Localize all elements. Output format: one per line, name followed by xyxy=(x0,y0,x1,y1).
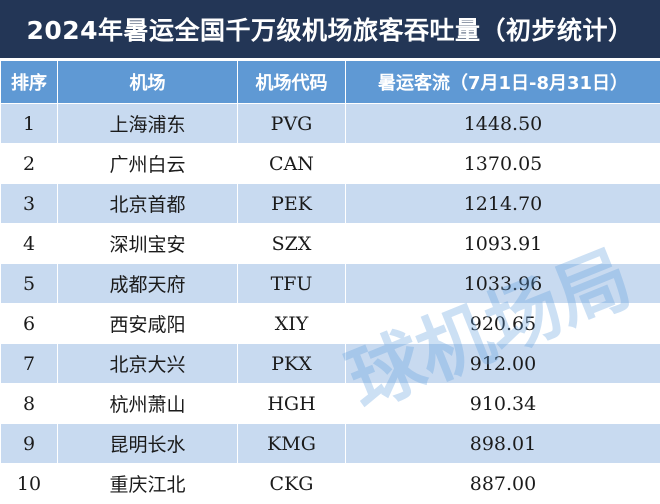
header-traffic: 暑运客流（7月1日-8月31日） xyxy=(346,61,660,104)
rank-cell: 4 xyxy=(1,224,58,264)
table-row: 5 成都天府 TFU 1033.96 xyxy=(1,264,660,304)
rank-cell: 2 xyxy=(1,144,58,184)
airport-cell: 重庆江北 xyxy=(58,464,238,504)
airport-cell: 成都天府 xyxy=(58,264,238,304)
rank-cell: 7 xyxy=(1,344,58,384)
traffic-cell: 912.00 xyxy=(346,344,660,384)
airport-cell: 昆明长水 xyxy=(58,424,238,464)
table-row: 8 杭州萧山 HGH 910.34 xyxy=(1,384,660,424)
traffic-cell: 898.01 xyxy=(346,424,660,464)
traffic-cell: 1448.50 xyxy=(346,104,660,144)
code-cell: CKG xyxy=(238,464,346,504)
airport-cell: 北京大兴 xyxy=(58,344,238,384)
code-cell: XIY xyxy=(238,304,346,344)
traffic-cell: 1370.05 xyxy=(346,144,660,184)
traffic-cell: 1093.91 xyxy=(346,224,660,264)
code-cell: PVG xyxy=(238,104,346,144)
page-title: 2024年暑运全国千万级机场旅客吞吐量（初步统计） xyxy=(0,0,660,58)
traffic-cell: 920.65 xyxy=(346,304,660,344)
table-row: 9 昆明长水 KMG 898.01 xyxy=(1,424,660,464)
code-cell: PEK xyxy=(238,184,346,224)
rank-cell: 3 xyxy=(1,184,58,224)
airport-cell: 西安咸阳 xyxy=(58,304,238,344)
traffic-cell: 1033.96 xyxy=(346,264,660,304)
airport-cell: 杭州萧山 xyxy=(58,384,238,424)
airport-traffic-table: 排序 机场 机场代码 暑运客流（7月1日-8月31日） 1 上海浦东 PVG 1… xyxy=(0,60,660,504)
code-cell: SZX xyxy=(238,224,346,264)
rank-cell: 8 xyxy=(1,384,58,424)
table-row: 2 广州白云 CAN 1370.05 xyxy=(1,144,660,184)
code-cell: CAN xyxy=(238,144,346,184)
traffic-cell: 1214.70 xyxy=(346,184,660,224)
code-cell: HGH xyxy=(238,384,346,424)
airport-cell: 深圳宝安 xyxy=(58,224,238,264)
table-row: 7 北京大兴 PKX 912.00 xyxy=(1,344,660,384)
code-cell: PKX xyxy=(238,344,346,384)
table-row: 4 深圳宝安 SZX 1093.91 xyxy=(1,224,660,264)
rank-cell: 9 xyxy=(1,424,58,464)
rank-cell: 5 xyxy=(1,264,58,304)
rank-cell: 1 xyxy=(1,104,58,144)
header-code: 机场代码 xyxy=(238,61,346,104)
rank-cell: 10 xyxy=(1,464,58,504)
airport-cell: 上海浦东 xyxy=(58,104,238,144)
header-rank: 排序 xyxy=(1,61,58,104)
rank-cell: 6 xyxy=(1,304,58,344)
code-cell: KMG xyxy=(238,424,346,464)
header-airport: 机场 xyxy=(58,61,238,104)
table-header-row: 排序 机场 机场代码 暑运客流（7月1日-8月31日） xyxy=(1,61,660,104)
table-row: 6 西安咸阳 XIY 920.65 xyxy=(1,304,660,344)
airport-cell: 北京首都 xyxy=(58,184,238,224)
traffic-cell: 887.00 xyxy=(346,464,660,504)
table-row: 3 北京首都 PEK 1214.70 xyxy=(1,184,660,224)
code-cell: TFU xyxy=(238,264,346,304)
table-row: 10 重庆江北 CKG 887.00 xyxy=(1,464,660,504)
airport-cell: 广州白云 xyxy=(58,144,238,184)
table-row: 1 上海浦东 PVG 1448.50 xyxy=(1,104,660,144)
traffic-cell: 910.34 xyxy=(346,384,660,424)
